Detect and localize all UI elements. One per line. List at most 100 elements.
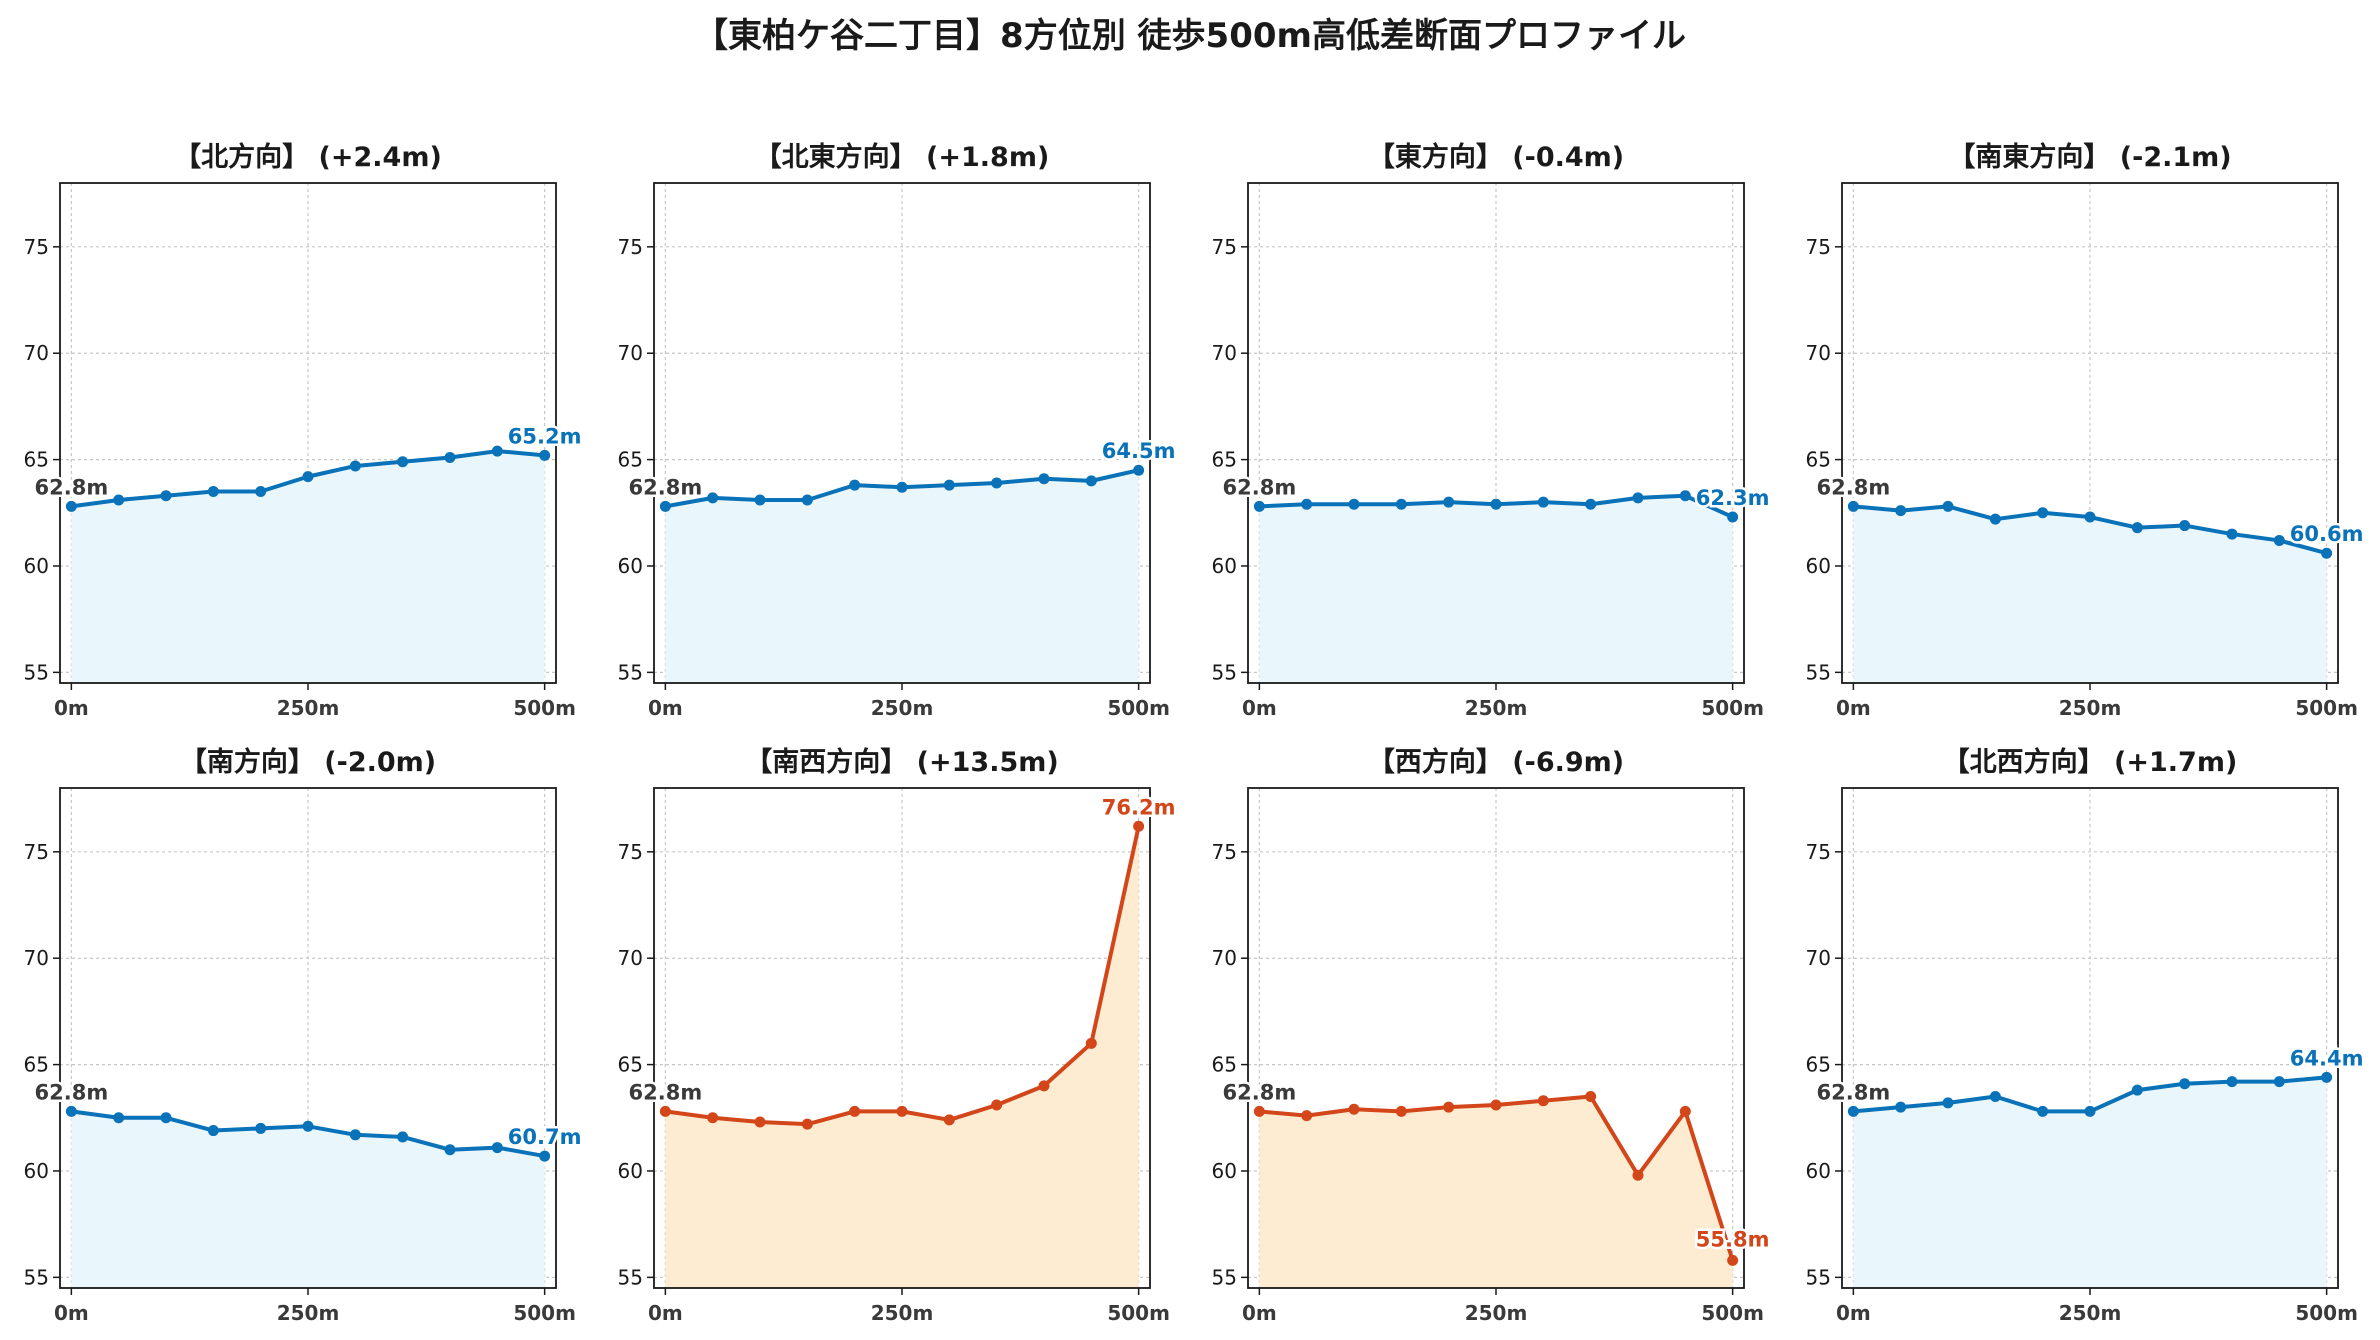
x-tick-label: 250m [2059, 1301, 2122, 1325]
data-point [1443, 496, 1455, 508]
panel-title: 【東方向】 (-0.4m) [1368, 141, 1624, 173]
data-point [2321, 1071, 2333, 1083]
panel-title: 【北方向】 (+2.4m) [174, 141, 442, 173]
area-fill [1259, 1096, 1733, 1288]
data-point [943, 479, 955, 491]
data-point [896, 481, 908, 493]
y-tick-label: 55 [24, 1265, 49, 1289]
x-tick-label: 500m [513, 696, 576, 720]
chart-panel-southwest: 55 60 65 70 75 0m 250m 500m 【南西方向】 (+13.5m) 62.8m… [618, 746, 1178, 1325]
y-tick-label: 75 [1806, 235, 1831, 259]
y-tick-label: 55 [1806, 660, 1831, 684]
data-point [1585, 498, 1597, 510]
data-point [1679, 490, 1691, 502]
data-point [349, 1129, 361, 1141]
data-point [1253, 1105, 1265, 1117]
data-point [754, 494, 766, 506]
y-tick-label: 75 [1806, 840, 1831, 864]
y-tick-label: 70 [24, 341, 49, 365]
start-value-label: 62.8m [629, 1080, 703, 1104]
data-point [2037, 1105, 2049, 1117]
data-point [659, 1105, 671, 1117]
area-fill [665, 470, 1139, 683]
y-tick-label: 55 [1806, 1265, 1831, 1289]
x-tick-label: 250m [871, 1301, 934, 1325]
data-point [1679, 1105, 1691, 1117]
y-tick-label: 65 [24, 448, 49, 472]
data-point [943, 1114, 955, 1126]
data-point [1348, 1103, 1360, 1115]
data-point [2084, 511, 2096, 523]
data-point [1537, 496, 1549, 508]
y-tick-label: 55 [618, 660, 643, 684]
data-point [1301, 1110, 1313, 1122]
panel-title: 【北西方向】 (+1.7m) [1943, 746, 2238, 778]
data-point [113, 1112, 125, 1124]
data-point [160, 490, 172, 502]
x-tick-label: 0m [1242, 1301, 1277, 1325]
data-point [849, 479, 861, 491]
y-tick-label: 75 [24, 235, 49, 259]
data-point [2273, 534, 2285, 546]
data-point [1585, 1091, 1597, 1103]
y-tick-label: 60 [618, 1159, 643, 1183]
y-tick-label: 70 [618, 341, 643, 365]
y-tick-label: 70 [1212, 946, 1237, 970]
data-point [255, 486, 267, 498]
data-point [1490, 1099, 1502, 1111]
data-point [2321, 547, 2333, 559]
data-point [896, 1105, 908, 1117]
data-point [539, 1150, 551, 1162]
data-point [659, 500, 671, 512]
y-tick-label: 65 [1212, 448, 1237, 472]
data-point [2037, 507, 2049, 519]
y-tick-label: 60 [1212, 1159, 1237, 1183]
data-point [397, 456, 409, 468]
y-tick-label: 75 [1212, 840, 1237, 864]
data-point [302, 471, 314, 483]
data-point [1942, 1097, 1954, 1109]
chart-panel-north: 55 60 65 70 75 0m 250m 500m 【北方向】 (+2.4m) 62.8m 65… [24, 141, 584, 720]
y-tick-label: 55 [24, 660, 49, 684]
data-point [1989, 513, 2001, 525]
data-point [1038, 1080, 1050, 1092]
data-point [2226, 1076, 2238, 1088]
x-tick-label: 500m [513, 1301, 576, 1325]
end-value-label: 64.5m [1102, 439, 1176, 463]
data-point [707, 1112, 719, 1124]
data-point [991, 477, 1003, 489]
y-tick-label: 75 [618, 235, 643, 259]
data-point [1085, 475, 1097, 487]
y-tick-label: 55 [618, 1265, 643, 1289]
x-tick-label: 0m [648, 696, 683, 720]
x-tick-label: 250m [2059, 696, 2122, 720]
data-point [1301, 498, 1313, 510]
x-tick-label: 500m [2295, 1301, 2358, 1325]
data-point [707, 492, 719, 504]
data-point [801, 1118, 813, 1130]
area-fill [1259, 495, 1733, 683]
data-point [1133, 820, 1145, 832]
end-value-label: 76.2m [1102, 795, 1176, 819]
panel-title: 【南西方向】 (+13.5m) [745, 746, 1058, 778]
chart-panel-northeast: 55 60 65 70 75 0m 250m 500m 【北東方向】 (+1.8m) 62.8m 6… [618, 141, 1178, 720]
data-point [491, 445, 503, 457]
data-point [65, 500, 77, 512]
y-tick-label: 70 [1806, 946, 1831, 970]
data-point [65, 1105, 77, 1117]
y-tick-label: 65 [1806, 448, 1831, 472]
data-point [444, 451, 456, 463]
y-tick-label: 75 [24, 840, 49, 864]
y-tick-label: 70 [24, 946, 49, 970]
x-tick-label: 0m [1836, 696, 1871, 720]
data-point [491, 1142, 503, 1154]
data-point [1989, 1091, 2001, 1103]
data-point [397, 1131, 409, 1143]
area-fill [71, 1111, 545, 1288]
y-tick-label: 70 [1212, 341, 1237, 365]
x-tick-label: 500m [2295, 696, 2358, 720]
data-point [991, 1099, 1003, 1111]
data-point [2273, 1076, 2285, 1088]
data-point [2084, 1105, 2096, 1117]
